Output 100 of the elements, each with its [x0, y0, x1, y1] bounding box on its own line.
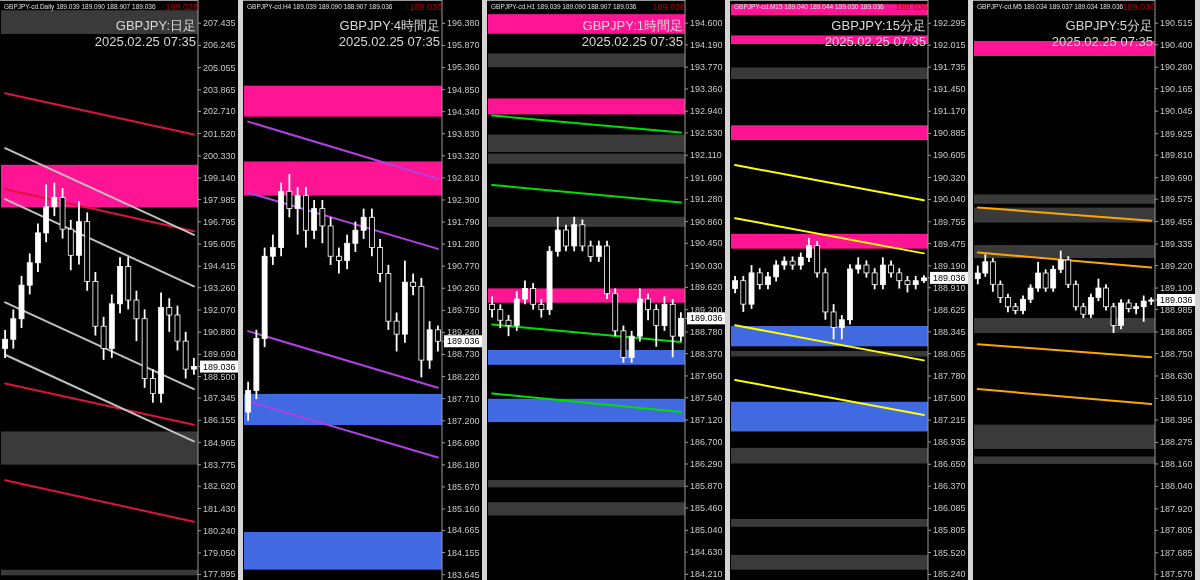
annotation: 189.036	[165, 2, 198, 12]
candlestick	[149, 368, 156, 404]
y-tick-label: 189.620	[690, 282, 723, 293]
y-tick-label: 189.220	[1160, 260, 1193, 271]
y-tick-label: 189.455	[1160, 216, 1193, 227]
y-tick-label: 188.865	[1160, 327, 1193, 338]
y-tick-label: 185.870	[690, 481, 723, 492]
y-tick-label: 193.320	[447, 150, 480, 161]
y-tick-label: 189.036	[690, 313, 723, 324]
text: GBPJPY:4時間足	[339, 18, 440, 33]
annotation: 2025.02.25 07:35	[581, 34, 683, 49]
annotation: 2025.02.25 07:35	[338, 34, 440, 49]
candlestick	[756, 267, 763, 291]
candlestick	[645, 292, 651, 322]
y-tick-label: 188.985	[1160, 304, 1193, 315]
y-tick-label: 189.575	[1160, 194, 1193, 205]
y-tick-label: 190.400	[1160, 39, 1193, 50]
y-tick-label: 190.280	[1160, 62, 1193, 73]
y-tick-label: 189.036	[203, 361, 236, 372]
text: GBPJPY:日足	[115, 18, 196, 33]
y-tick-label: 189.036	[933, 272, 966, 283]
y-tick-label: 187.540	[690, 392, 723, 403]
y-tick-label: 188.395	[1160, 414, 1193, 425]
y-tick-label: 188.910	[933, 282, 966, 293]
y-tick-label: 190.045	[1160, 106, 1193, 117]
y-tick-label: 187.710	[447, 393, 480, 404]
y-tick-label: 183.775	[203, 459, 236, 470]
y-tick-label: 185.040	[690, 525, 723, 536]
y-tick-label: 186.180	[447, 459, 480, 470]
y-tick-label: 180.240	[203, 525, 236, 536]
y-tick-label: 188.345	[933, 326, 966, 337]
y-tick-label: 202.710	[203, 106, 236, 117]
candlestick	[166, 297, 173, 333]
y-tick-label: 189.690	[203, 349, 236, 360]
y-tick-label: 186.085	[933, 503, 966, 514]
candlestick	[595, 239, 602, 263]
y-tick-label: 188.730	[447, 349, 480, 360]
y-tick-label: 187.805	[1160, 525, 1193, 536]
y-tick-label: 179.050	[203, 547, 236, 558]
y-tick-label: 190.880	[203, 327, 236, 338]
y-tick-label: 189.335	[1160, 239, 1193, 250]
y-tick-label: 193.260	[203, 282, 236, 293]
y-tick-label: 187.570	[1160, 569, 1193, 580]
y-tick-label: 192.015	[933, 40, 966, 51]
y-tick-label: 201.520	[203, 128, 236, 139]
y-tick-label: 183.645	[447, 569, 480, 580]
candlestick	[344, 233, 351, 271]
candlestick	[571, 215, 578, 253]
y-tick-label: 186.290	[690, 459, 723, 469]
y-tick-label: 193.770	[690, 62, 723, 73]
y-tick-label: 205.055	[203, 62, 236, 73]
annotation: 189.036	[895, 2, 928, 12]
y-tick-label: 187.685	[1160, 547, 1193, 558]
candlestick	[26, 252, 33, 296]
annotation: 2025.02.25 07:35	[94, 34, 196, 49]
y-tick-label: 182.620	[203, 481, 236, 492]
candlestick	[2, 329, 8, 359]
y-tick-label: 185.460	[690, 503, 723, 514]
y-tick-label: 195.870	[447, 40, 480, 51]
y-tick-label: 190.860	[690, 216, 723, 227]
y-tick-label: 187.215	[933, 415, 966, 426]
y-tick-label: 192.295	[933, 18, 966, 29]
y-tick-label: 192.810	[447, 172, 480, 183]
y-tick-label: 191.170	[933, 106, 966, 117]
y-tick-label: 191.280	[690, 194, 723, 205]
y-tick-label: 194.850	[447, 84, 480, 95]
text: GBPJPY:5分足	[1065, 18, 1153, 33]
y-tick-label: 190.885	[933, 128, 966, 139]
y-tick-label: 191.790	[447, 217, 480, 228]
y-tick-label: 181.430	[203, 503, 236, 514]
y-tick-label: 187.200	[447, 415, 480, 426]
y-tick-label: 187.920	[1160, 503, 1193, 514]
y-tick-label: 188.275	[1160, 437, 1193, 448]
y-tick-label: 186.935	[933, 437, 966, 448]
y-tick-label: 189.690	[1160, 172, 1193, 183]
candlestick	[838, 314, 845, 341]
y-tick-label: 189.810	[1160, 150, 1193, 161]
candlestick	[497, 303, 504, 330]
y-tick-label: 190.030	[690, 260, 723, 271]
y-tick-label: 189.925	[1160, 128, 1193, 139]
y-tick-label: 192.940	[690, 106, 723, 117]
candlestick	[269, 233, 276, 266]
y-tick-label: 190.605	[933, 150, 966, 161]
y-tick-label: 191.735	[933, 62, 966, 73]
y-tick-label: 185.160	[447, 504, 480, 515]
y-tick-label: 186.370	[933, 481, 966, 492]
y-tick-label: 189.100	[1160, 283, 1193, 294]
y-tick-label: 188.500	[203, 371, 236, 382]
y-tick-label: 188.510	[1160, 393, 1193, 404]
y-tick-label: 186.650	[933, 459, 966, 470]
y-tick-label: 187.780	[933, 371, 966, 382]
y-tick-label: 196.380	[447, 18, 480, 29]
y-tick-label: 191.690	[690, 172, 723, 183]
y-tick-label: 189.036	[447, 336, 480, 347]
y-tick-label: 193.830	[447, 128, 480, 139]
candlestick	[653, 303, 660, 348]
y-tick-label: 195.605	[203, 239, 236, 249]
y-tick-label: 194.190	[690, 39, 723, 50]
y-tick-label: 206.245	[203, 40, 236, 51]
text: GBPJPY:1時間足	[582, 18, 683, 33]
